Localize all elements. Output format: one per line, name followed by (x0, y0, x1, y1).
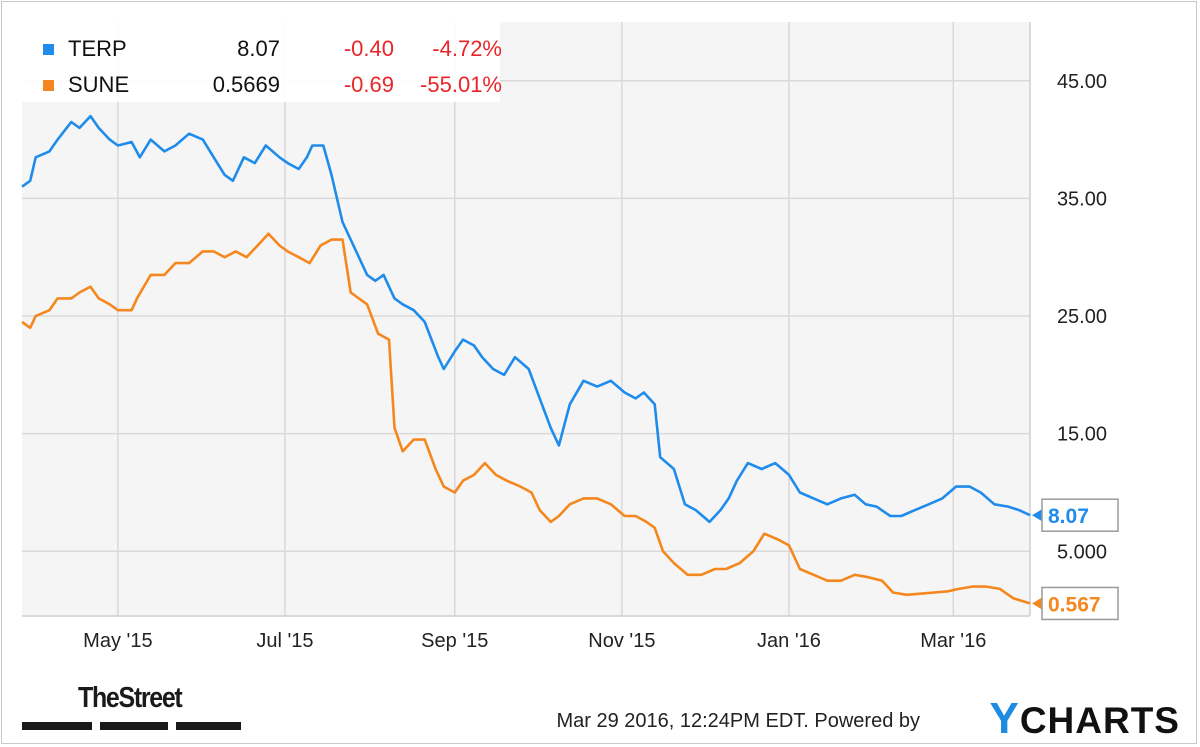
thestreet-logo: TheStreet (78, 682, 183, 714)
ycharts-logo[interactable]: YCHARTS (989, 694, 1180, 744)
logo-bar (22, 722, 92, 730)
x-tick-label: Nov '15 (588, 630, 655, 652)
legend-change: -0.40 (343, 36, 394, 61)
last-value-box-terp (1041, 498, 1119, 532)
ycharts-logo-y: Y (989, 694, 1020, 743)
legend-last-value: 0.5669 (212, 72, 280, 97)
legend-row-terp: TERP 8.07 -0.40 -4.72% (22, 32, 502, 66)
x-tick-label: Jul '15 (256, 630, 313, 652)
last-value-box-sune (1041, 586, 1119, 621)
y-tick-label: 45.00 (1057, 71, 1107, 93)
legend-swatch-sune (43, 80, 54, 91)
last-value-pointer-terp (1032, 509, 1042, 522)
plot-area (22, 22, 1030, 616)
legend-pct-change: -4.72% (432, 36, 502, 61)
legend: TERP 8.07 -0.40 -4.72% SUNE 0.5669 -0.69… (22, 22, 502, 102)
legend-last-value: 8.07 (237, 36, 280, 61)
legend-pct-change: -55.01% (420, 72, 502, 97)
x-tick-label: Mar '16 (920, 630, 986, 652)
x-tick-label: Jan '16 (757, 630, 821, 652)
legend-change: -0.69 (343, 72, 394, 97)
logo-bar (176, 722, 241, 730)
series-line-terp (21, 114, 1031, 524)
legend-series-name: TERP (68, 36, 127, 61)
y-tick-label: 25.00 (1057, 306, 1107, 328)
legend-row-sune: SUNE 0.5669 -0.69 -55.01% (22, 68, 502, 102)
last-value-label-sune: 0.567 (1048, 593, 1101, 616)
timestamp: Mar 29 2016, 12:24PM EDT. Powered by (556, 710, 920, 732)
x-tick-label: Sep '15 (421, 630, 488, 652)
x-tick-label: May '15 (83, 630, 152, 652)
legend-swatch-terp (43, 44, 54, 55)
logo-bar (100, 722, 168, 730)
y-tick-label: 15.00 (1057, 424, 1107, 446)
thestreet-branding: TheStreet (22, 682, 252, 732)
series-line-sune (21, 232, 1031, 605)
y-tick-label: 5.000 (1057, 541, 1107, 563)
last-value-label-terp: 8.07 (1048, 505, 1089, 528)
legend-series-name: SUNE (68, 72, 130, 97)
last-value-pointer-sune (1032, 597, 1042, 610)
y-tick-label: 35.00 (1057, 188, 1107, 210)
ycharts-logo-text: CHARTS (1019, 700, 1180, 741)
